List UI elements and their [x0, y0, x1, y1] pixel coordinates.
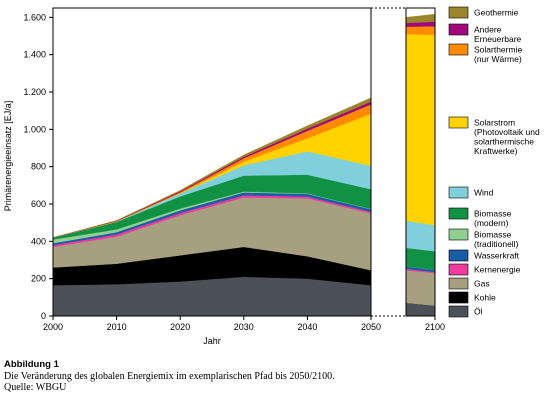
- plot-frames: [52, 7, 436, 317]
- legend-label: Solarstrom: [474, 118, 515, 128]
- series-2100-area-biomasse-modern: [405, 247, 436, 271]
- legend-label: (Photovoltaik und: [474, 127, 540, 137]
- x-tick-label-2100: 2100: [425, 322, 445, 332]
- x-tick-label: 2020: [170, 322, 190, 332]
- series-2100-area-wind: [405, 220, 436, 252]
- y-tick-label: 1.000: [23, 124, 46, 134]
- legend-label: Geothermie: [474, 8, 519, 18]
- legend-label: (traditionell): [474, 239, 519, 249]
- y-axis-ticks: 0 200 400 600 800 1.000 1.200 1.400 1.600: [23, 12, 53, 321]
- legend-item-kohle: Kohle: [448, 291, 496, 304]
- y-tick-label: 200: [31, 274, 46, 284]
- y-tick-label: 1.600: [23, 12, 46, 22]
- x-tick-label: 2000: [43, 322, 63, 332]
- legend-swatch: [448, 249, 469, 262]
- legend-label: Andere: [474, 25, 502, 35]
- main-plot-areas: [52, 97, 372, 317]
- legend-item-solarthermie-nur-waerme: Solarthermie(nur Wärme): [448, 43, 522, 64]
- figure-caption-title: Abbildung 1: [4, 359, 59, 370]
- series-2100-area-geothermie: [405, 13, 436, 24]
- x-tick-label: 2030: [234, 322, 254, 332]
- legend-swatch: [448, 277, 469, 290]
- break-plot-frame: [405, 7, 436, 317]
- legend-item-wasserkraft: Wasserkraft: [448, 249, 520, 262]
- y-tick-label: 1.400: [23, 50, 46, 60]
- legend-swatch: [448, 291, 469, 304]
- series-2100-area-solarstrom-photovoltaik-und-solarthermische-kraftwerke: [405, 33, 436, 226]
- legend-label: (nur Wärme): [474, 54, 522, 64]
- legend-item-wind: Wind: [448, 186, 494, 199]
- y-tick-label: 0: [41, 311, 46, 321]
- legend-label: (modern): [474, 218, 509, 228]
- legend-label: Gas: [474, 279, 490, 289]
- series-2100-area-solarthermie-nur-waerme: [405, 26, 436, 35]
- legend-label: Kraftwerke): [474, 146, 518, 156]
- legend-swatch: [448, 6, 469, 19]
- legend-label: Öl: [474, 307, 483, 317]
- x-tick-label: 2010: [107, 322, 127, 332]
- main-plot-frame: [52, 7, 372, 317]
- y-tick-label: 800: [31, 162, 46, 172]
- legend-swatch: [448, 305, 469, 318]
- legend-label: Kohle: [474, 293, 496, 303]
- legend-swatch: [448, 228, 469, 241]
- y-tick-label: 400: [31, 236, 46, 246]
- legend: GeothermieAndereErneuerbareSolarthermie(…: [448, 6, 540, 318]
- legend-item-biomasse-traditionell: Biomasse(traditionell): [448, 228, 519, 249]
- legend-item-kernenergie: Kernenergie: [448, 263, 521, 276]
- y-axis-title: Primärenergieeinsatz [EJ/a]: [3, 101, 13, 212]
- legend-label: Biomasse: [474, 230, 512, 240]
- legend-swatch: [448, 186, 469, 199]
- legend-swatch: [448, 23, 469, 36]
- x-axis-ticks: 2000 2010 2020 2030 2040 2050 2100: [43, 316, 445, 332]
- legend-label: Erneuerbare: [474, 34, 522, 44]
- x-axis-title: Jahr: [203, 336, 221, 346]
- legend-label: Solarthermie: [474, 45, 522, 55]
- figure-caption-source: Quelle: WBGU: [4, 382, 67, 393]
- legend-item-biomasse-modern: Biomasse(modern): [448, 207, 512, 228]
- legend-label: Wasserkraft: [474, 251, 520, 261]
- legend-item-oel: Öl: [448, 305, 483, 318]
- y-tick-label: 600: [31, 199, 46, 209]
- legend-swatch: [448, 263, 469, 276]
- legend-swatch: [448, 116, 469, 129]
- break-plot-areas: [405, 13, 436, 317]
- legend-label: solarthermische: [474, 137, 534, 147]
- legend-item-gas: Gas: [448, 277, 490, 290]
- legend-label: Wind: [474, 188, 494, 198]
- legend-label: Kernenergie: [474, 265, 521, 275]
- y-tick-label: 1.200: [23, 87, 46, 97]
- legend-swatch: [448, 43, 469, 56]
- x-tick-label: 2050: [361, 322, 381, 332]
- legend-label: Biomasse: [474, 209, 512, 219]
- legend-swatch: [448, 207, 469, 220]
- figure-caption-text: Die Veränderung des globalen Energiemix …: [4, 371, 335, 382]
- x-tick-label: 2040: [297, 322, 317, 332]
- legend-item-solarstrom-photovoltaik-und-solarthermische-kraftwerke: Solarstrom(Photovoltaik undsolarthermisc…: [448, 116, 540, 156]
- series-2100-area-gas: [405, 270, 436, 306]
- legend-item-geothermie: Geothermie: [448, 6, 519, 19]
